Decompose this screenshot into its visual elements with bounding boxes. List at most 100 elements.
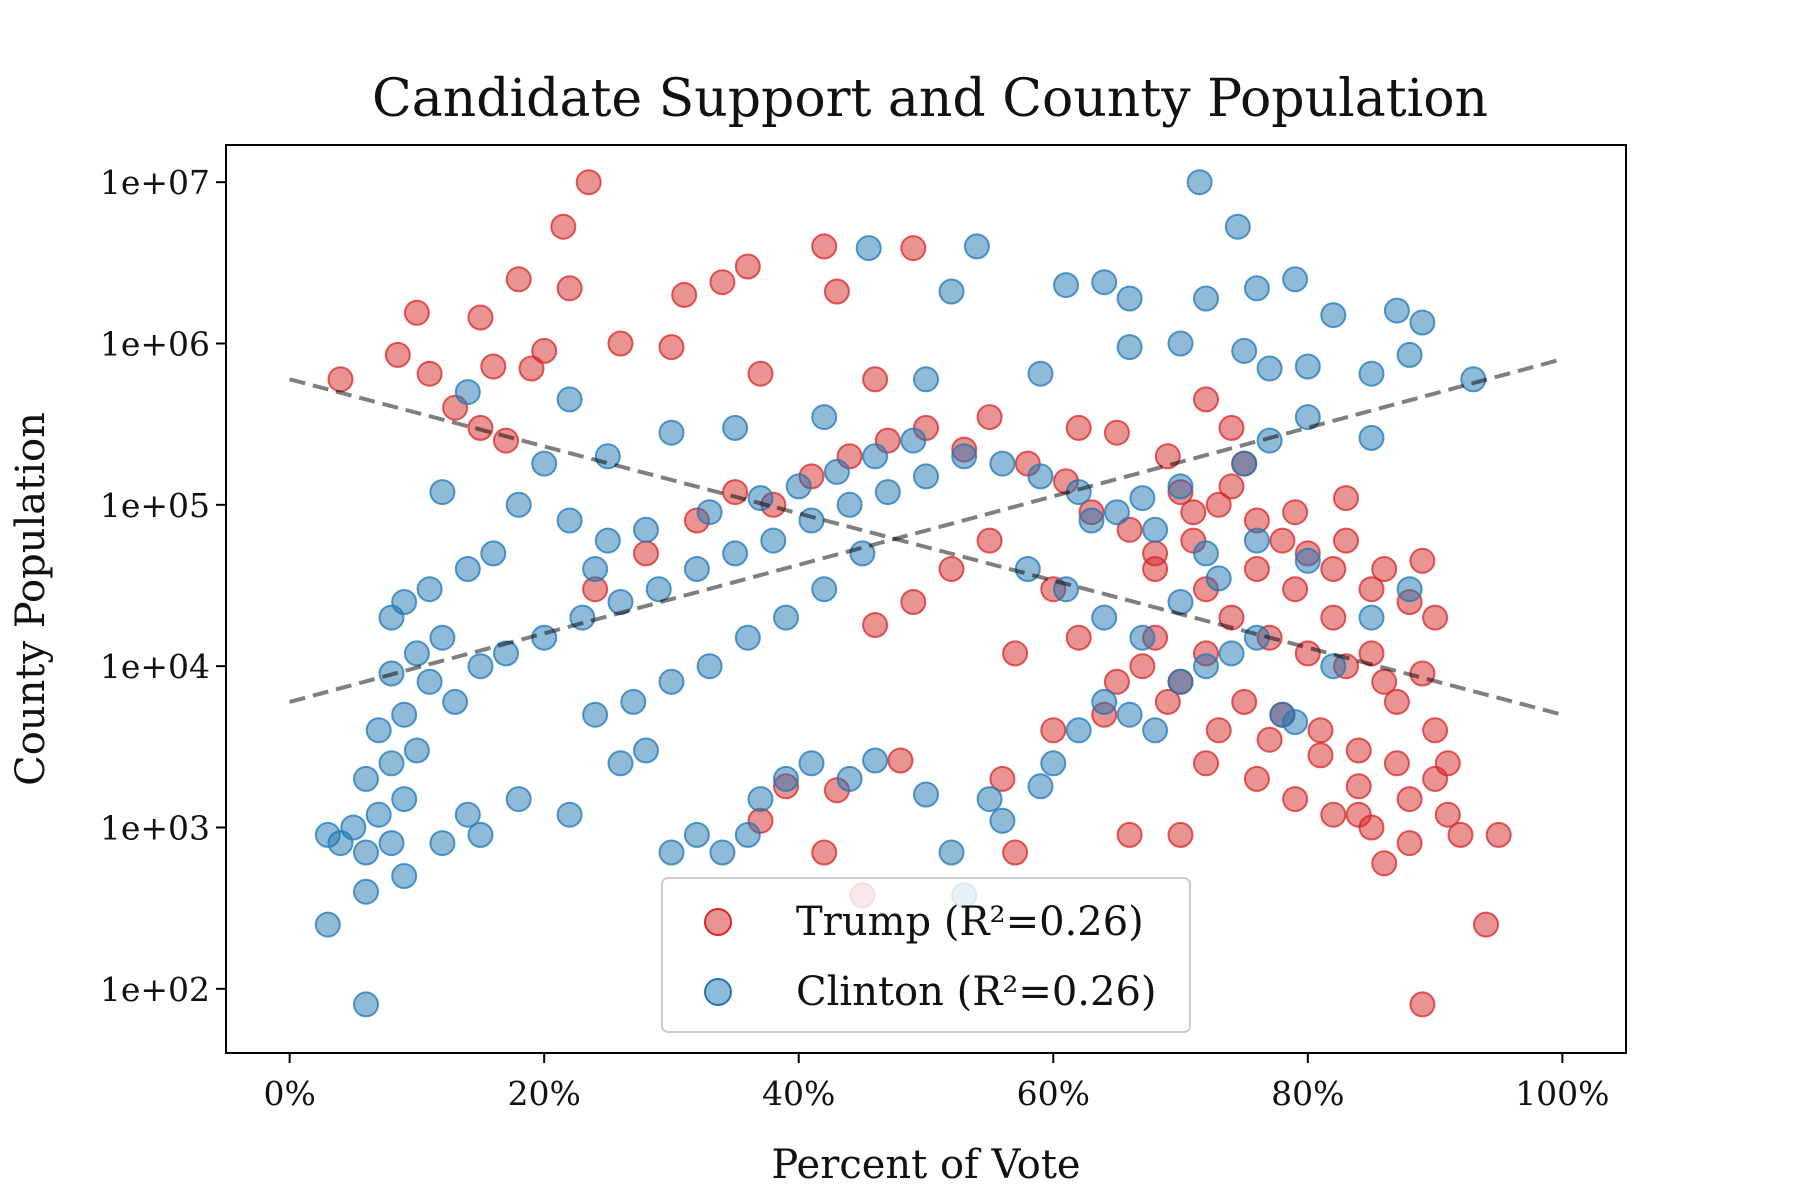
legend: Trump (R²=0.26) Clinton (R²=0.26) bbox=[661, 877, 1191, 1033]
point-trump-121 bbox=[1371, 556, 1398, 582]
point-trump-100 bbox=[900, 589, 927, 615]
point-clinton-70 bbox=[683, 821, 710, 848]
point-clinton-56 bbox=[353, 839, 379, 866]
point-clinton-16 bbox=[1116, 334, 1143, 361]
point-clinton-33 bbox=[505, 491, 532, 518]
point-trump-103 bbox=[1002, 640, 1029, 667]
point-trump-64 bbox=[1409, 991, 1436, 1018]
y-axis-ticks: 1e+02 1e+03 1e+04 1e+05 1e+06 1e+07 bbox=[100, 163, 226, 1009]
x-axis-label: Percent of Vote bbox=[771, 1142, 1080, 1188]
point-clinton-63 bbox=[467, 821, 494, 848]
point-trump-105 bbox=[1103, 668, 1130, 695]
point-clinton-51 bbox=[391, 786, 418, 813]
point-clinton-23 bbox=[1027, 360, 1054, 387]
point-clinton-5 bbox=[1243, 275, 1270, 302]
point-clinton-142 bbox=[1256, 427, 1283, 454]
point-trump-22 bbox=[493, 427, 519, 454]
point-clinton-40 bbox=[378, 604, 405, 631]
point-trump-85 bbox=[633, 540, 659, 567]
y-tick-label-5: 1e+07 bbox=[100, 163, 210, 202]
point-clinton-26 bbox=[722, 414, 749, 441]
point-trump-51 bbox=[1345, 737, 1372, 764]
point-clinton-29 bbox=[556, 386, 583, 413]
point-trump-26 bbox=[1065, 414, 1092, 441]
point-clinton-83 bbox=[989, 807, 1016, 834]
point-trump-119 bbox=[1282, 499, 1309, 526]
point-clinton-31 bbox=[454, 379, 481, 406]
legend-label-clinton: Clinton (R²=0.26) bbox=[796, 969, 1157, 1015]
point-trump-68 bbox=[1116, 821, 1143, 848]
trend-line-1 bbox=[289, 377, 1563, 717]
point-clinton-105 bbox=[989, 450, 1016, 477]
point-clinton-49 bbox=[378, 750, 405, 777]
x-axis-ticks: 0% 20% 40% 60% 80% 100% bbox=[263, 1053, 1610, 1113]
point-trump-15 bbox=[607, 330, 634, 357]
point-trump-108 bbox=[1256, 726, 1283, 753]
point-clinton-131 bbox=[734, 624, 761, 651]
x-tick-label-3: 60% bbox=[1017, 1074, 1090, 1113]
point-clinton-104 bbox=[1027, 463, 1054, 490]
point-clinton-132 bbox=[696, 653, 723, 680]
y-axis-label: County Population bbox=[8, 412, 54, 786]
point-clinton-21 bbox=[1396, 341, 1423, 368]
point-trump-29 bbox=[1193, 386, 1219, 413]
point-trump-109 bbox=[1307, 742, 1334, 769]
point-clinton-61 bbox=[353, 991, 379, 1018]
point-trump-25 bbox=[976, 404, 1003, 431]
point-clinton-85 bbox=[1065, 717, 1092, 744]
point-trump-54 bbox=[1193, 750, 1219, 777]
point-trump-11 bbox=[467, 304, 494, 331]
point-trump-123 bbox=[1333, 485, 1359, 512]
point-trump-110 bbox=[1345, 773, 1372, 800]
point-trump-2 bbox=[811, 233, 838, 260]
point-trump-67 bbox=[1167, 821, 1194, 848]
point-clinton-38 bbox=[416, 576, 443, 603]
y-tick-label-4: 1e+06 bbox=[100, 325, 210, 364]
point-clinton-127 bbox=[900, 427, 927, 454]
point-clinton-8 bbox=[1053, 272, 1079, 299]
point-clinton-62 bbox=[429, 830, 456, 857]
point-clinton-144 bbox=[1231, 450, 1258, 477]
point-clinton-9 bbox=[1116, 285, 1143, 312]
point-clinton-125 bbox=[823, 458, 850, 485]
point-trump-69 bbox=[1002, 839, 1029, 866]
point-clinton-84 bbox=[1040, 750, 1067, 777]
point-clinton-0 bbox=[1186, 169, 1213, 196]
point-clinton-124 bbox=[785, 473, 812, 500]
point-trump-14 bbox=[327, 366, 354, 393]
point-clinton-87 bbox=[1116, 701, 1143, 728]
point-clinton-112 bbox=[722, 540, 749, 567]
point-clinton-78 bbox=[913, 781, 939, 808]
point-trump-1 bbox=[550, 213, 577, 240]
point-trump-62 bbox=[1485, 821, 1512, 848]
point-trump-36 bbox=[1320, 556, 1347, 582]
point-trump-52 bbox=[1383, 750, 1410, 777]
point-trump-117 bbox=[1282, 576, 1309, 603]
point-clinton-20 bbox=[1358, 360, 1385, 387]
point-clinton-41 bbox=[429, 624, 456, 651]
point-clinton-110 bbox=[798, 507, 825, 534]
point-clinton-97 bbox=[1396, 576, 1423, 603]
point-clinton-58 bbox=[391, 863, 418, 889]
x-tick-label-5: 100% bbox=[1515, 1074, 1609, 1113]
point-clinton-119 bbox=[467, 653, 494, 680]
point-trump-19 bbox=[518, 355, 545, 382]
point-clinton-130 bbox=[773, 604, 799, 631]
point-clinton-146 bbox=[1129, 485, 1156, 512]
point-clinton-6 bbox=[1091, 269, 1118, 296]
point-clinton-118 bbox=[493, 640, 519, 667]
point-clinton-86 bbox=[1091, 688, 1118, 715]
point-clinton-50 bbox=[353, 765, 379, 792]
point-clinton-15 bbox=[1167, 330, 1194, 357]
x-tick-label-1: 20% bbox=[508, 1074, 581, 1113]
point-clinton-133 bbox=[658, 668, 685, 695]
point-clinton-72 bbox=[734, 821, 761, 848]
point-clinton-22 bbox=[1358, 424, 1385, 451]
point-trump-48 bbox=[1231, 688, 1258, 715]
point-trump-5 bbox=[556, 275, 583, 302]
y-tick-label-2: 1e+04 bbox=[100, 647, 210, 686]
point-clinton-3 bbox=[855, 235, 882, 262]
point-clinton-94 bbox=[1282, 709, 1309, 736]
point-clinton-19 bbox=[1256, 355, 1283, 382]
point-clinton-74 bbox=[773, 765, 799, 792]
